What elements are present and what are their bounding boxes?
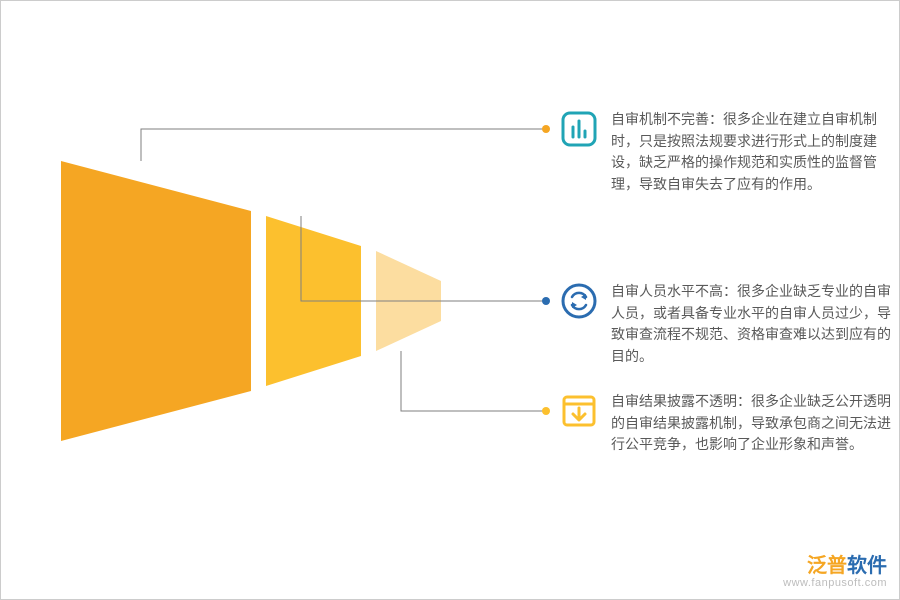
funnel-segment-1 — [61, 161, 251, 441]
funnel-segment-3 — [376, 251, 441, 351]
watermark-url: www.fanpusoft.com — [783, 577, 887, 589]
item-text-3: 自审结果披露不透明：很多企业缺乏公开透明的自审结果披露机制，导致承包商之间无法进… — [611, 391, 891, 456]
item-text-2: 自审人员水平不高：很多企业缺乏专业的自审人员，或者具备专业水平的自审人员过少，导… — [611, 281, 891, 368]
box-down-icon — [559, 391, 599, 431]
watermark: 泛普软件 www.fanpusoft.com — [783, 555, 887, 589]
watermark-brand-a: 泛普 — [807, 555, 847, 577]
item-text-1: 自审机制不完善：很多企业在建立自审机制时，只是按照法规要求进行形式上的制度建设，… — [611, 109, 891, 196]
infographic-canvas: 自审机制不完善：很多企业在建立自审机制时，只是按照法规要求进行形式上的制度建设，… — [0, 0, 900, 600]
watermark-brand-b: 软件 — [847, 555, 887, 577]
connector-line-2 — [301, 216, 546, 301]
connector-dot-1 — [542, 125, 550, 133]
connector-dot-2 — [542, 297, 550, 305]
refresh-icon — [559, 281, 599, 321]
connector-line-3 — [401, 351, 546, 411]
connector-line-1 — [141, 129, 546, 161]
funnel-segment-2 — [266, 216, 361, 386]
bar-chart-icon — [559, 109, 599, 149]
connector-dot-3 — [542, 407, 550, 415]
